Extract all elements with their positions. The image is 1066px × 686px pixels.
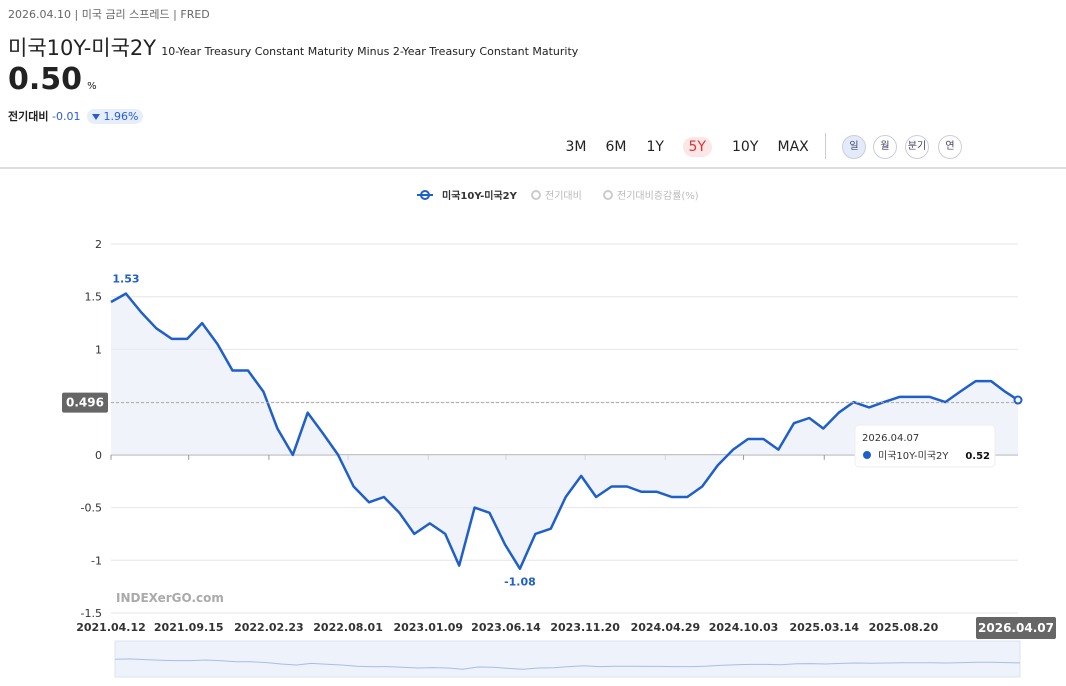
breadcrumb: 2026.04.10 | 미국 금리 스프레드 | FRED — [8, 6, 210, 22]
annotation: 1.53 — [112, 273, 139, 286]
end-point — [1013, 395, 1023, 405]
x-tick-label: 2024.04.29 — [631, 621, 701, 634]
sep: | — [74, 8, 79, 21]
change: -0.01 — [51, 110, 81, 123]
frequency-button[interactable]: 연 — [938, 135, 962, 159]
frequency-button[interactable]: 월 — [873, 135, 897, 159]
x-tick-label: 2021.09.15 — [154, 621, 224, 634]
subtitle: 10-Year Treasury Constant Maturity Minus… — [161, 45, 579, 58]
change-label: 전기대비 — [8, 110, 49, 123]
change-pct-badge: 1.96% — [86, 109, 144, 124]
x-tick-label: 2023.11.20 — [550, 621, 620, 634]
legend: 미국10Y-미국2Y 전기대비 전기대비증감률(%) — [417, 189, 699, 202]
period-button[interactable]: 1Y — [646, 139, 664, 155]
area — [111, 293, 1018, 569]
period-button[interactable]: 5Y — [682, 137, 712, 157]
period-button[interactable]: 10Y — [732, 139, 759, 155]
x-tick-label: 2022.08.01 — [313, 621, 383, 634]
value: 0.50 — [8, 62, 83, 97]
x-tick-label: 2024.10.03 — [709, 621, 779, 634]
tooltip-date: 2026.04.07 — [862, 433, 919, 444]
watermark: INDEXerGO.com — [116, 591, 224, 605]
legend-label: 미국10Y-미국2Y — [442, 189, 518, 202]
tooltip-name: 미국10Y-미국2Y — [878, 450, 949, 462]
y-tick-label: 1 — [95, 343, 102, 356]
legend-marker — [531, 190, 541, 200]
legend-marker — [603, 190, 613, 200]
reference-label: 0.496 — [66, 396, 104, 410]
period-button[interactable]: MAX — [777, 139, 809, 155]
x-tick-label: 2021.04.12 — [76, 621, 146, 634]
y-tick-label: 2 — [95, 238, 102, 251]
y-tick-label: -1 — [91, 554, 102, 567]
date: 2026.04.10 — [8, 8, 71, 21]
change-pct: 1.96% — [103, 110, 139, 123]
y-tick-label: -0.5 — [81, 502, 102, 515]
x-tick-label: 2025.08.20 — [869, 621, 939, 634]
rule — [0, 167, 1066, 169]
x-tick-label: 2022.02.23 — [234, 621, 304, 634]
crosshair-box — [976, 617, 1056, 639]
title: 미국10Y-미국2Y — [8, 36, 157, 60]
annotation: -1.08 — [504, 576, 536, 589]
navigator-line — [114, 658, 1021, 670]
y-tick-label: -1.5 — [81, 607, 102, 620]
frequency-button[interactable]: 분기 — [905, 135, 929, 159]
legend-label: 전기대비증감률(%) — [617, 190, 699, 202]
down-arrow — [91, 114, 100, 120]
x-tick-label: 2023.01.09 — [393, 621, 463, 634]
y-tick-label: 0 — [95, 449, 102, 462]
sep: | — [173, 8, 177, 21]
value-row: 0.50 % — [8, 62, 97, 97]
series-line — [110, 292, 1019, 570]
x-tick-label: 2025.03.14 — [789, 621, 859, 634]
period-button[interactable]: 3M — [565, 139, 587, 155]
category: 미국 금리 스프레드 — [81, 8, 170, 21]
title-row: 미국10Y-미국2Y 10-Year Treasury Constant Mat… — [8, 32, 578, 62]
source: FRED — [180, 8, 210, 21]
change-row: 전기대비 -0.01 1.96% — [8, 108, 144, 124]
frequency-button[interactable]: 일 — [842, 135, 866, 159]
x-tick-label: 2023.06.14 — [471, 621, 541, 634]
tooltip-value: 0.52 — [965, 451, 990, 462]
tooltip — [854, 424, 996, 468]
legend-label: 전기대비 — [545, 190, 582, 202]
reference-box — [62, 392, 108, 413]
crosshair-label: 2026.04.07 — [978, 621, 1054, 635]
navigator — [114, 640, 1021, 678]
period-button[interactable]: 6M — [605, 139, 627, 155]
unit: % — [87, 81, 97, 92]
divider — [825, 133, 826, 159]
y-tick-label: 1.5 — [85, 291, 103, 304]
tooltip-dot — [863, 451, 871, 459]
